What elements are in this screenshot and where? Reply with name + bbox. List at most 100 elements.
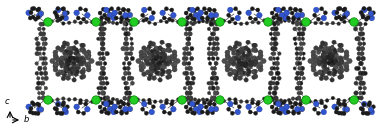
Circle shape	[183, 86, 187, 90]
Circle shape	[354, 21, 358, 25]
Circle shape	[228, 20, 231, 24]
Circle shape	[99, 71, 104, 75]
Circle shape	[72, 57, 76, 60]
Circle shape	[76, 58, 79, 62]
Circle shape	[324, 46, 328, 51]
Circle shape	[314, 101, 319, 107]
Circle shape	[212, 41, 217, 46]
Circle shape	[122, 7, 126, 11]
Circle shape	[353, 27, 358, 31]
Circle shape	[302, 18, 310, 26]
Circle shape	[330, 54, 334, 58]
Circle shape	[89, 58, 94, 64]
Circle shape	[274, 107, 279, 111]
Circle shape	[124, 56, 129, 61]
Circle shape	[124, 32, 128, 36]
Circle shape	[188, 32, 192, 36]
Circle shape	[69, 60, 74, 65]
Circle shape	[165, 20, 169, 24]
Circle shape	[227, 107, 231, 111]
Circle shape	[102, 13, 107, 17]
Circle shape	[185, 97, 189, 101]
Circle shape	[153, 100, 157, 103]
Circle shape	[99, 81, 103, 85]
Circle shape	[100, 47, 104, 51]
Circle shape	[70, 56, 74, 60]
Circle shape	[113, 11, 117, 15]
Circle shape	[170, 8, 174, 12]
Circle shape	[368, 11, 374, 16]
Circle shape	[274, 27, 278, 31]
Circle shape	[192, 102, 196, 106]
Circle shape	[101, 77, 105, 80]
Circle shape	[61, 22, 65, 25]
Circle shape	[130, 37, 133, 40]
Circle shape	[216, 57, 219, 60]
Circle shape	[80, 43, 84, 47]
Circle shape	[41, 32, 46, 36]
Circle shape	[210, 51, 214, 56]
Circle shape	[148, 62, 152, 66]
Circle shape	[359, 32, 363, 36]
Circle shape	[328, 57, 332, 60]
Circle shape	[342, 112, 346, 116]
Circle shape	[207, 27, 211, 31]
Circle shape	[211, 71, 216, 76]
Circle shape	[257, 55, 262, 60]
Circle shape	[106, 17, 110, 21]
Circle shape	[273, 76, 276, 80]
Circle shape	[63, 15, 68, 21]
Circle shape	[240, 63, 244, 67]
Circle shape	[233, 56, 238, 61]
Circle shape	[63, 109, 68, 115]
Circle shape	[211, 37, 215, 41]
Circle shape	[330, 62, 334, 67]
Circle shape	[58, 111, 63, 115]
Circle shape	[126, 91, 130, 95]
Circle shape	[308, 100, 312, 103]
Circle shape	[358, 22, 362, 26]
Circle shape	[272, 81, 275, 85]
Circle shape	[96, 61, 100, 66]
Circle shape	[183, 71, 187, 75]
Circle shape	[210, 96, 214, 100]
Circle shape	[255, 57, 259, 61]
Circle shape	[210, 67, 214, 70]
Circle shape	[40, 22, 44, 26]
Circle shape	[361, 71, 365, 76]
Circle shape	[273, 37, 276, 41]
Circle shape	[74, 48, 79, 52]
Circle shape	[101, 71, 106, 75]
Circle shape	[101, 57, 105, 60]
Circle shape	[188, 86, 192, 90]
Circle shape	[344, 11, 350, 16]
Circle shape	[101, 32, 106, 36]
Circle shape	[332, 40, 336, 44]
Circle shape	[319, 56, 324, 61]
Circle shape	[100, 42, 105, 46]
Circle shape	[244, 57, 248, 61]
Circle shape	[130, 81, 135, 85]
Circle shape	[230, 58, 235, 63]
Circle shape	[251, 61, 256, 66]
Circle shape	[252, 56, 257, 61]
Circle shape	[299, 12, 305, 18]
Circle shape	[187, 91, 190, 95]
Circle shape	[53, 107, 57, 111]
Circle shape	[254, 17, 258, 21]
Circle shape	[196, 7, 200, 11]
Circle shape	[359, 52, 363, 55]
Circle shape	[126, 32, 130, 36]
Circle shape	[186, 81, 190, 86]
Circle shape	[84, 20, 88, 24]
Circle shape	[170, 19, 174, 22]
Circle shape	[251, 60, 255, 64]
Circle shape	[158, 78, 162, 82]
Circle shape	[168, 111, 172, 115]
Circle shape	[145, 47, 150, 52]
Circle shape	[166, 56, 171, 61]
Circle shape	[321, 60, 324, 64]
Circle shape	[79, 61, 84, 66]
Circle shape	[66, 50, 70, 54]
Circle shape	[185, 20, 189, 24]
